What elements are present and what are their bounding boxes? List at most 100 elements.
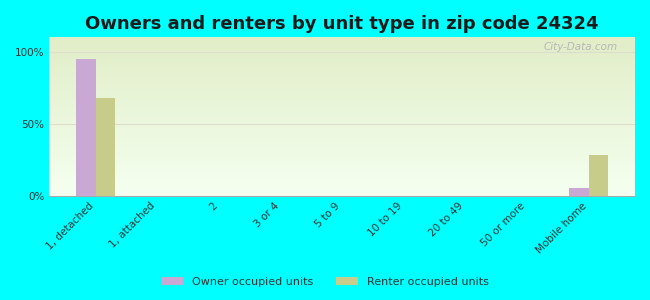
Bar (49, 183, 635, 184)
Bar (49, 192, 635, 193)
Bar (49, 190, 635, 191)
Bar (49, 57, 635, 58)
Bar (49, 90, 635, 91)
Bar (49, 125, 635, 126)
Bar (49, 80, 635, 81)
Bar (49, 77, 635, 78)
Bar (49, 128, 635, 129)
Bar (49, 99, 635, 100)
Bar (49, 193, 635, 194)
Bar (49, 44, 635, 45)
Bar (49, 151, 635, 152)
Bar (49, 49, 635, 50)
Bar (49, 146, 635, 147)
Bar (49, 165, 635, 166)
Bar (49, 102, 635, 103)
Bar (49, 156, 635, 157)
Bar (49, 112, 635, 113)
Bar (49, 131, 635, 132)
Bar (49, 45, 635, 46)
Bar (49, 103, 635, 104)
Bar (96, 98, 116, 196)
Bar (49, 114, 635, 115)
Text: City-Data.com: City-Data.com (543, 42, 618, 52)
Bar (49, 92, 635, 93)
Bar (49, 82, 635, 83)
Bar (49, 43, 635, 44)
Bar (49, 39, 635, 40)
Bar (49, 161, 635, 162)
Bar (49, 119, 635, 120)
Bar (49, 152, 635, 153)
Bar (49, 162, 635, 163)
Bar (49, 84, 635, 85)
Bar (49, 81, 635, 82)
Bar (49, 50, 635, 51)
Bar (49, 62, 635, 63)
Bar (49, 104, 635, 105)
Bar (589, 155, 608, 196)
Bar (49, 139, 635, 140)
Bar (49, 164, 635, 165)
Bar (49, 111, 635, 112)
Bar (49, 91, 635, 92)
Bar (49, 64, 635, 65)
Bar (49, 173, 635, 174)
Bar (49, 67, 635, 68)
Bar (49, 136, 635, 137)
Bar (49, 68, 635, 69)
Bar (49, 105, 635, 106)
Bar (49, 186, 635, 187)
Bar (49, 94, 635, 95)
Bar (49, 147, 635, 148)
Bar (49, 180, 635, 181)
Bar (49, 74, 635, 75)
Bar (49, 54, 635, 55)
Bar (49, 59, 635, 60)
Bar (49, 107, 635, 108)
Bar (49, 100, 635, 101)
Bar (49, 160, 635, 161)
Bar (49, 88, 635, 89)
Bar (49, 141, 635, 142)
Bar (49, 130, 635, 131)
Bar (49, 155, 635, 156)
Legend: Owner occupied units, Renter occupied units: Owner occupied units, Renter occupied un… (157, 273, 493, 291)
Bar (49, 83, 635, 84)
Bar (49, 176, 635, 177)
Bar (49, 133, 635, 134)
Bar (49, 56, 635, 57)
Bar (49, 76, 635, 77)
Bar (49, 120, 635, 121)
Bar (49, 82, 635, 83)
Bar (49, 78, 635, 79)
Bar (49, 121, 635, 122)
Bar (49, 185, 635, 186)
Bar (49, 79, 635, 80)
Bar (49, 153, 635, 154)
Bar (49, 106, 635, 107)
Bar (49, 178, 635, 179)
Bar (49, 46, 635, 47)
Bar (49, 98, 635, 99)
Bar (49, 138, 635, 139)
Bar (49, 61, 635, 62)
Bar (49, 60, 635, 61)
Bar (49, 177, 635, 178)
Bar (49, 150, 635, 151)
Bar (49, 65, 635, 66)
Bar (49, 51, 635, 52)
Bar (49, 71, 635, 72)
Bar (49, 172, 635, 173)
Bar (49, 42, 635, 43)
Bar (49, 95, 635, 96)
Bar (49, 189, 635, 190)
Bar (49, 169, 635, 170)
Bar (49, 123, 635, 124)
Bar (49, 117, 635, 118)
Bar (49, 170, 635, 171)
Bar (49, 110, 635, 111)
Title: Owners and renters by unit type in zip code 24324: Owners and renters by unit type in zip c… (85, 15, 599, 33)
Bar (49, 73, 635, 74)
Bar (49, 194, 635, 195)
